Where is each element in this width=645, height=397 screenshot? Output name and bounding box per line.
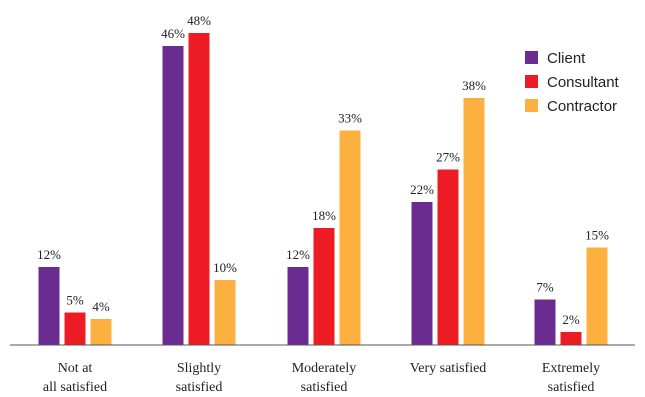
data-label-contractor-4: 15% bbox=[585, 228, 609, 243]
data-label-consultant-3: 27% bbox=[436, 150, 460, 165]
data-label-contractor-3: 38% bbox=[462, 78, 486, 93]
x-tick-label-4-1: satisfied bbox=[548, 380, 595, 395]
data-label-consultant-0: 5% bbox=[66, 293, 84, 308]
bar-client-0 bbox=[38, 267, 60, 345]
legend-swatch-contractor bbox=[525, 99, 538, 112]
data-label-client-2: 12% bbox=[286, 247, 310, 262]
x-tick-labels: Not at all satisfied Slightly satisfied Mode… bbox=[43, 361, 600, 395]
data-label-client-0: 12% bbox=[37, 247, 61, 262]
x-tick-label-4-0: Extremely bbox=[542, 361, 600, 376]
data-label-contractor-1: 10% bbox=[213, 260, 237, 275]
bar-consultant-0 bbox=[64, 312, 86, 345]
bar-client-1 bbox=[162, 46, 184, 345]
x-tick-label-2-0: Moderately bbox=[292, 361, 357, 376]
bar-client-3 bbox=[411, 202, 433, 345]
data-label-consultant-1: 48% bbox=[187, 13, 211, 28]
data-label-contractor-2: 33% bbox=[338, 111, 362, 126]
bar-client-4 bbox=[534, 299, 556, 345]
x-tick-label-0-1: all satisfied bbox=[43, 380, 107, 395]
bar-contractor-3 bbox=[463, 98, 485, 345]
bar-contractor-4 bbox=[586, 247, 608, 345]
data-label-consultant-4: 2% bbox=[562, 312, 580, 327]
legend-swatch-consultant bbox=[525, 75, 538, 88]
legend-swatch-client bbox=[525, 51, 538, 64]
data-label-consultant-2: 18% bbox=[312, 208, 336, 223]
x-tick-label-0-0: Not at bbox=[58, 361, 93, 376]
legend-label-consultant: Consultant bbox=[547, 74, 620, 91]
bar-contractor-0 bbox=[90, 319, 112, 345]
data-label-client-4: 7% bbox=[536, 280, 554, 295]
x-tick-label-3-0: Very satisfied bbox=[410, 361, 487, 376]
bar-contractor-1 bbox=[214, 280, 236, 345]
bar-consultant-4 bbox=[560, 332, 582, 345]
bar-contractor-2 bbox=[339, 130, 361, 345]
legend-label-client: Client bbox=[547, 50, 586, 67]
data-label-client-3: 22% bbox=[410, 182, 434, 197]
bar-consultant-1 bbox=[188, 33, 210, 345]
bar-consultant-2 bbox=[313, 228, 335, 345]
data-labels-layer: 12% 5% 4% 46%48% 10% 12% 18% 33% 22% 27% 38% 7% 2% 15… bbox=[37, 13, 609, 327]
data-label-client-1: 46% bbox=[161, 26, 185, 41]
bar-consultant-3 bbox=[437, 169, 459, 345]
x-tick-label-2-1: satisfied bbox=[301, 380, 348, 395]
bars-layer bbox=[38, 33, 608, 345]
data-label-contractor-0: 4% bbox=[92, 299, 110, 314]
bar-client-2 bbox=[287, 267, 309, 345]
legend: Client Consultant Contractor bbox=[525, 50, 620, 115]
legend-label-contractor: Contractor bbox=[547, 98, 617, 115]
x-tick-label-1-0: Slightly bbox=[177, 361, 221, 376]
x-tick-label-1-1: satisfied bbox=[176, 380, 223, 395]
